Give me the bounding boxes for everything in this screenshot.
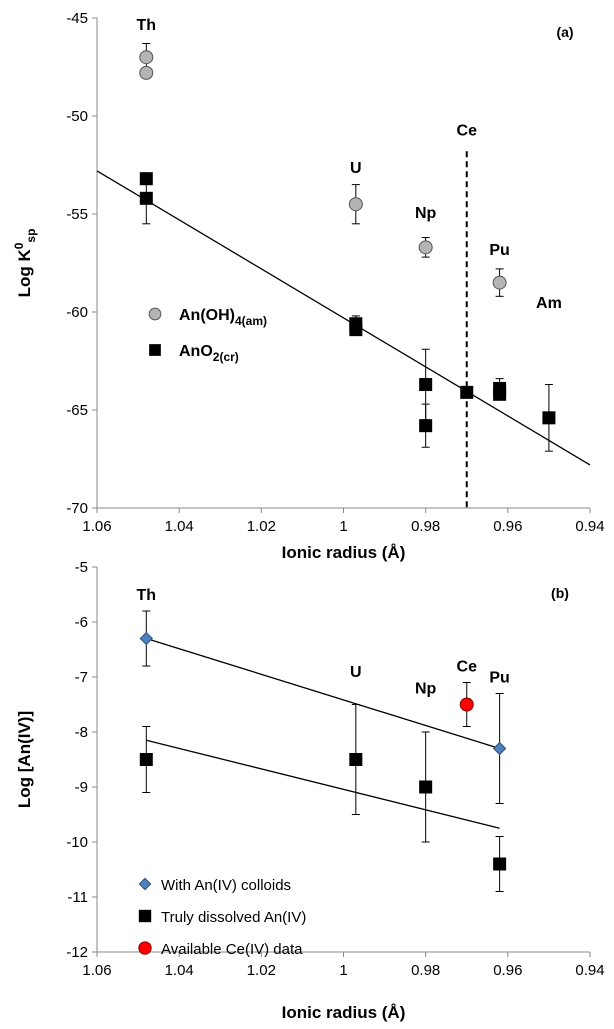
panel-b-trendline <box>146 637 500 750</box>
panel-b-legend-marker <box>138 909 152 923</box>
panel-b-x-tick-label: 1.02 <box>247 962 276 979</box>
panel-b-y-tick-label: -7 <box>75 669 88 686</box>
panel-b-point-circle <box>459 697 474 712</box>
panel-a-x-tick-label: 1.06 <box>82 518 111 535</box>
panel-b-x-tick-label: 1.06 <box>82 962 111 979</box>
panel-b-point-square <box>493 857 507 871</box>
panel-a-y-tick-label: -60 <box>66 304 88 321</box>
panel-a-y-tick-label: -55 <box>66 206 88 223</box>
panel-a-legend-label: An(OH)4(am) <box>179 307 267 328</box>
panel-a-point-square <box>139 191 153 205</box>
panel-a-point-circle <box>139 50 154 65</box>
panel-a-point-square <box>419 419 433 433</box>
panel-b-element-label: Pu <box>489 670 509 687</box>
panel-a-y-tick-label: -45 <box>66 10 88 27</box>
panel-b-element-label: Th <box>137 587 157 604</box>
panel-a-point-circle <box>492 275 507 290</box>
panel-a-y-axis-title: Log K0sp <box>12 229 38 298</box>
panel-b-point-square <box>349 753 363 766</box>
panel-a: -45 -50 -55 -60 -65 -701.06 1.04 1.02 1 0.98 0.96 0… <box>12 10 605 562</box>
panel-b-legend-label: Available Ce(IV) data <box>161 941 303 958</box>
panel-b-legend-label: Truly dissolved An(IV) <box>161 909 306 926</box>
panel-b-trendline <box>146 739 500 829</box>
panel-b-y-tick-label: -5 <box>75 559 88 576</box>
panel-b-legend-marker <box>138 941 152 955</box>
panel-b-point-square <box>139 753 153 766</box>
panel-b-legend-label: With An(IV) colloids <box>161 877 291 894</box>
panel-a-element-label: Pu <box>489 242 509 259</box>
panel-a-point-circle <box>139 65 154 80</box>
panel-b-y-tick-label: -11 <box>67 889 88 906</box>
panel-b-point-square <box>419 780 433 794</box>
panel-a-label: (a) <box>556 24 573 40</box>
panel-a-legend-marker <box>149 344 161 356</box>
panel-b-x-tick-label: 1.04 <box>165 962 194 979</box>
panel-a-y-tick-label: -65 <box>66 402 88 419</box>
panel-b-x-axis-title: Ionic radius (Å) <box>282 1003 406 1022</box>
panel-b-x-tick-label: 0.94 <box>575 962 604 979</box>
panel-a-point-square <box>460 385 474 399</box>
panel-b-y-tick-label: -8 <box>75 724 88 741</box>
panel-a-point-circle <box>418 240 433 255</box>
panel-a-point-square <box>542 411 556 425</box>
panel-a-element-label: Ce <box>457 123 478 140</box>
panel-b-element-label: U <box>350 664 362 681</box>
panel-b-y-tick-label: -10 <box>66 834 88 851</box>
panel-a-point-square <box>349 323 363 337</box>
panel-a-x-tick-label: 0.94 <box>575 518 604 535</box>
panel-b-label: (b) <box>551 585 569 601</box>
panel-a-point-square <box>419 378 433 392</box>
panel-b-legend-marker <box>138 877 152 891</box>
panel-b-x-tick-label: 0.98 <box>411 962 440 979</box>
panel-a-element-label: Th <box>137 17 157 34</box>
panel-a-y-tick-label: -50 <box>66 108 88 125</box>
panel-a-x-tick-label: 1.02 <box>247 518 276 535</box>
panel-b-element-label: Ce <box>457 659 478 676</box>
panel-a-element-label: U <box>350 160 362 177</box>
panel-a-point-circle <box>348 197 363 212</box>
panel-a-element-label: Am <box>536 295 562 312</box>
panel-b-y-tick-label: -9 <box>75 779 88 796</box>
panel-a-x-axis-title: Ionic radius (Å) <box>282 543 406 562</box>
panel-a-element-label: Np <box>415 205 437 222</box>
panel-b-y-tick-label: -6 <box>75 614 88 631</box>
panel-a-x-tick-label: 0.96 <box>493 518 522 535</box>
panel-b-x-tick-label: 1 <box>339 962 347 979</box>
panel-b-y-tick-label: -12 <box>66 944 88 961</box>
panel-b-point-diamond <box>139 631 154 646</box>
panel-a-trendline <box>96 170 591 466</box>
panel-a-legend-marker <box>148 307 162 321</box>
panel-a-x-tick-label: 0.98 <box>411 518 440 535</box>
panel-a-x-tick-label: 1.04 <box>165 518 194 535</box>
panel-a-x-tick-label: 1 <box>339 518 347 535</box>
panel-a-y-tick-label: -70 <box>66 500 88 517</box>
panel-b-point-diamond <box>492 741 507 756</box>
panel-a-point-square <box>493 387 507 401</box>
panel-b-x-tick-label: 0.96 <box>493 962 522 979</box>
panel-a-legend-label: AnO2(cr) <box>179 343 239 364</box>
panel-b-element-label: Np <box>415 681 437 698</box>
panel-b: -5 -6 -7 -8 -9 -10 -11 -121.06 1.04 1.02 1 0.98 0.96… <box>15 559 605 1022</box>
panel-b-y-axis-title: Log [An(IV)] <box>15 711 34 808</box>
